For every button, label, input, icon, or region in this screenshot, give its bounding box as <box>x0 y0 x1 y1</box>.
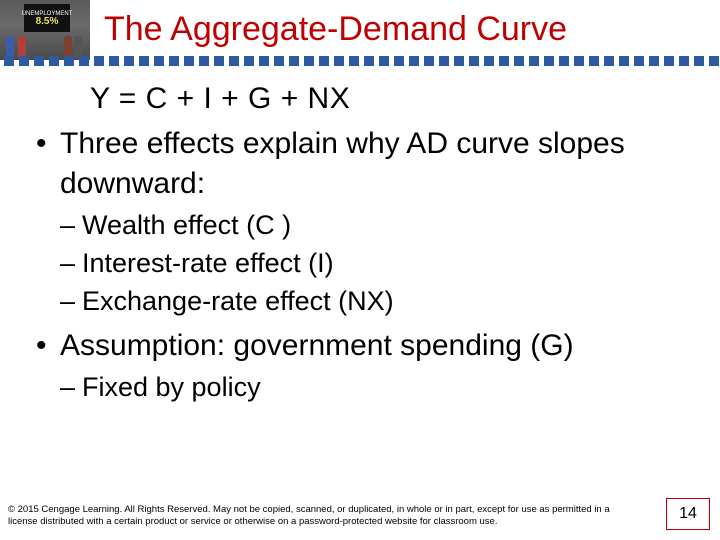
separator-dot <box>664 56 674 66</box>
separator-dot <box>4 56 14 66</box>
separator-dot <box>274 56 284 66</box>
separator-dot <box>514 56 524 66</box>
sub-bullet-item: Exchange-rate effect (NX) <box>60 282 700 320</box>
sub-bullet-item: Fixed by policy <box>60 368 700 406</box>
separator-dots <box>0 56 720 68</box>
separator-dot <box>574 56 584 66</box>
separator-dot <box>529 56 539 66</box>
separator-dot <box>199 56 209 66</box>
thumb-figure <box>74 36 82 58</box>
separator-dot <box>139 56 149 66</box>
sub-bullet-item: Wealth effect (C ) <box>60 206 700 244</box>
separator-dot <box>19 56 29 66</box>
separator-dot <box>124 56 134 66</box>
separator-dot <box>694 56 704 66</box>
separator-dot <box>259 56 269 66</box>
separator-dot <box>349 56 359 66</box>
thumb-figure <box>6 36 14 58</box>
sub-bullet-list: Wealth effect (C )Interest-rate effect (… <box>60 206 700 320</box>
separator-dot <box>34 56 44 66</box>
thumb-figure <box>18 36 26 58</box>
thumb-figure <box>64 36 72 58</box>
separator-dot <box>184 56 194 66</box>
separator-dot <box>424 56 434 66</box>
separator-dot <box>154 56 164 66</box>
separator-dot <box>589 56 599 66</box>
equation: Y = C + I + G + NX <box>90 82 700 116</box>
separator-dot <box>79 56 89 66</box>
corner-thumbnail: UNEMPLOYMENT 8.5% <box>0 0 90 60</box>
separator-dot <box>499 56 509 66</box>
separator-dot <box>244 56 254 66</box>
sub-bullet-list: Fixed by policy <box>60 368 700 406</box>
separator-dot <box>169 56 179 66</box>
separator-dot <box>109 56 119 66</box>
page-number: 14 <box>679 505 697 523</box>
separator-dot <box>409 56 419 66</box>
slide-title: The Aggregate-Demand Curve <box>104 10 567 49</box>
page-number-box: 14 <box>666 498 710 530</box>
separator-dot <box>49 56 59 66</box>
separator-dot <box>634 56 644 66</box>
separator-dot <box>439 56 449 66</box>
separator-dot <box>604 56 614 66</box>
slide-body: Y = C + I + G + NX Three effects explain… <box>30 82 700 412</box>
separator-dot <box>619 56 629 66</box>
bullet-list: Three effects explain why AD curve slope… <box>30 124 700 406</box>
thumb-sign-rate: 8.5% <box>36 18 59 25</box>
separator-dot <box>379 56 389 66</box>
separator-dot <box>94 56 104 66</box>
separator-dot <box>394 56 404 66</box>
sub-bullet-item: Interest-rate effect (I) <box>60 244 700 282</box>
separator-dot <box>214 56 224 66</box>
bullet-item: Assumption: government spending (G) Fixed… <box>30 326 700 406</box>
thumb-sign: UNEMPLOYMENT 8.5% <box>24 4 70 32</box>
separator-dot <box>559 56 569 66</box>
separator-dot <box>289 56 299 66</box>
separator-dot <box>64 56 74 66</box>
bullet-item: Three effects explain why AD curve slope… <box>30 124 700 320</box>
separator-dot <box>679 56 689 66</box>
separator-dot <box>304 56 314 66</box>
separator-dot <box>364 56 374 66</box>
bullet-text: Assumption: government spending (G) <box>60 329 574 362</box>
copyright-footer: © 2015 Cengage Learning. All Rights Rese… <box>8 504 618 528</box>
separator-dot <box>649 56 659 66</box>
separator-dot <box>709 56 719 66</box>
bullet-text: Three effects explain why AD curve slope… <box>60 127 625 200</box>
separator-dot <box>229 56 239 66</box>
separator-dot <box>484 56 494 66</box>
separator-dot <box>469 56 479 66</box>
separator-dot <box>544 56 554 66</box>
separator-dot <box>454 56 464 66</box>
separator-dot <box>334 56 344 66</box>
separator-dot <box>319 56 329 66</box>
